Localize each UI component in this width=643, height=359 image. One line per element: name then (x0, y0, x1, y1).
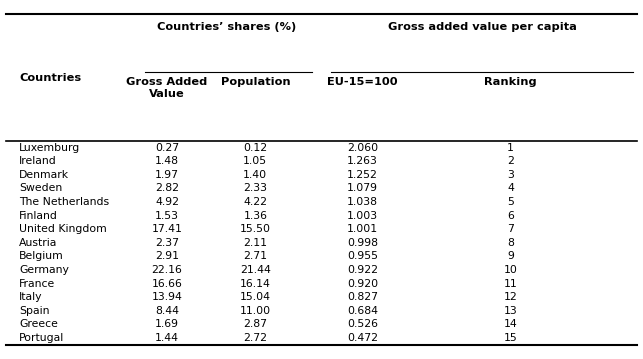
Text: 1.36: 1.36 (243, 211, 267, 221)
Text: 4: 4 (507, 183, 514, 194)
Text: 1.05: 1.05 (243, 156, 267, 166)
Text: 0.920: 0.920 (347, 279, 378, 289)
Text: 4.22: 4.22 (243, 197, 267, 207)
Text: 1.48: 1.48 (155, 156, 179, 166)
Text: 9: 9 (507, 251, 514, 261)
Text: 2.72: 2.72 (243, 333, 267, 343)
Text: Countries: Countries (19, 73, 81, 83)
Text: Portugal: Portugal (19, 333, 64, 343)
Text: 2.060: 2.060 (347, 143, 378, 153)
Text: 2.91: 2.91 (155, 251, 179, 261)
Text: Italy: Italy (19, 292, 42, 302)
Text: United Kingdom: United Kingdom (19, 224, 107, 234)
Text: Belgium: Belgium (19, 251, 64, 261)
Text: 2.82: 2.82 (155, 183, 179, 194)
Text: Gross Added
Value: Gross Added Value (127, 78, 208, 99)
Text: 1.263: 1.263 (347, 156, 378, 166)
Text: 3: 3 (507, 170, 514, 180)
Text: France: France (19, 279, 55, 289)
Text: 1.001: 1.001 (347, 224, 378, 234)
Text: Spain: Spain (19, 306, 50, 316)
Text: 0.472: 0.472 (347, 333, 378, 343)
Text: 2.71: 2.71 (243, 251, 267, 261)
Text: 6: 6 (507, 211, 514, 221)
Text: 0.684: 0.684 (347, 306, 378, 316)
Text: 0.955: 0.955 (347, 251, 378, 261)
Text: 1.44: 1.44 (155, 333, 179, 343)
Text: Germany: Germany (19, 265, 69, 275)
Text: 2.11: 2.11 (243, 238, 267, 248)
Text: 11.00: 11.00 (240, 306, 271, 316)
Text: Austria: Austria (19, 238, 57, 248)
Text: 4.92: 4.92 (155, 197, 179, 207)
Text: 13: 13 (503, 306, 518, 316)
Text: 1.53: 1.53 (155, 211, 179, 221)
Text: 22.16: 22.16 (152, 265, 183, 275)
Text: 0.27: 0.27 (155, 143, 179, 153)
Text: 13.94: 13.94 (152, 292, 183, 302)
Text: 2.87: 2.87 (243, 320, 267, 330)
Text: 16.14: 16.14 (240, 279, 271, 289)
Text: 1.252: 1.252 (347, 170, 378, 180)
Text: Greece: Greece (19, 320, 58, 330)
Text: 21.44: 21.44 (240, 265, 271, 275)
Text: 1: 1 (507, 143, 514, 153)
Text: Countries’ shares (%): Countries’ shares (%) (158, 22, 296, 32)
Text: 0.922: 0.922 (347, 265, 378, 275)
Text: EU-15=100: EU-15=100 (327, 78, 398, 88)
Text: Sweden: Sweden (19, 183, 62, 194)
Text: 15.50: 15.50 (240, 224, 271, 234)
Text: Population: Population (221, 78, 290, 88)
Text: 0.998: 0.998 (347, 238, 378, 248)
Text: 0.12: 0.12 (243, 143, 267, 153)
Text: 2.33: 2.33 (243, 183, 267, 194)
Text: Finland: Finland (19, 211, 58, 221)
Text: 15: 15 (503, 333, 518, 343)
Text: 5: 5 (507, 197, 514, 207)
Text: The Netherlands: The Netherlands (19, 197, 109, 207)
Text: 1.079: 1.079 (347, 183, 378, 194)
Text: 17.41: 17.41 (152, 224, 183, 234)
Text: 0.526: 0.526 (347, 320, 378, 330)
Text: 16.66: 16.66 (152, 279, 183, 289)
Text: 14: 14 (503, 320, 518, 330)
Text: 1.69: 1.69 (155, 320, 179, 330)
Text: 7: 7 (507, 224, 514, 234)
Text: 1.038: 1.038 (347, 197, 378, 207)
Text: 8: 8 (507, 238, 514, 248)
Text: 11: 11 (503, 279, 518, 289)
Text: 1.97: 1.97 (155, 170, 179, 180)
Text: Ireland: Ireland (19, 156, 57, 166)
Text: Luxemburg: Luxemburg (19, 143, 80, 153)
Text: 2: 2 (507, 156, 514, 166)
Text: 1.40: 1.40 (243, 170, 267, 180)
Text: 15.04: 15.04 (240, 292, 271, 302)
Text: 10: 10 (503, 265, 518, 275)
Text: 8.44: 8.44 (155, 306, 179, 316)
Text: 12: 12 (503, 292, 518, 302)
Text: 0.827: 0.827 (347, 292, 378, 302)
Text: Denmark: Denmark (19, 170, 69, 180)
Text: Gross added value per capita: Gross added value per capita (388, 22, 577, 32)
Text: 1.003: 1.003 (347, 211, 378, 221)
Text: 2.37: 2.37 (155, 238, 179, 248)
Text: Ranking: Ranking (484, 78, 537, 88)
